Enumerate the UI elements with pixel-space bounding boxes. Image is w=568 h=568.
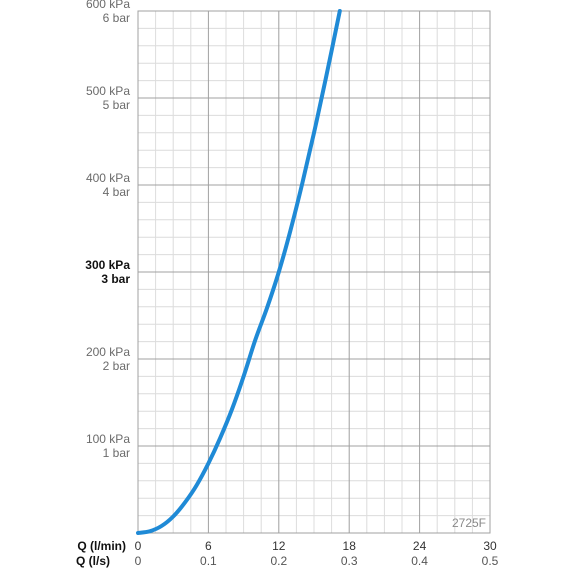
chart-code-label: 2725F xyxy=(452,516,486,530)
x-tick-label-lmin: 18 xyxy=(343,539,357,553)
y-tick-label-bar: 3 bar xyxy=(101,272,130,286)
y-tick-label-kpa: 600 kPa xyxy=(86,0,130,11)
x-tick-label-lmin: 0 xyxy=(135,539,142,553)
y-tick-label-kpa: 400 kPa xyxy=(86,171,130,185)
plot-frame xyxy=(137,10,491,534)
x-tick-label-lmin: 30 xyxy=(483,539,497,553)
x-tick-label-ls: 0.5 xyxy=(482,554,499,568)
y-tick-label-bar: 1 bar xyxy=(103,446,130,460)
y-tick-label-kpa: 300 kPa xyxy=(85,258,130,272)
x-axis-title-lmin: Q (l/min) xyxy=(77,539,126,553)
x-tick-label-ls: 0.1 xyxy=(200,554,217,568)
x-tick-label-lmin: 6 xyxy=(205,539,212,553)
x-tick-label-ls: 0 xyxy=(135,554,142,568)
y-tick-label-bar: 4 bar xyxy=(103,185,130,199)
y-tick-label-bar: 5 bar xyxy=(103,98,130,112)
x-axis-labels: 0 6 12 18 24 30 0 0.1 0.2 0.3 0.4 0.5 xyxy=(135,539,499,568)
x-tick-label-ls: 0.2 xyxy=(270,554,287,568)
x-tick-label-ls: 0.4 xyxy=(411,554,428,568)
y-tick-label-kpa: 100 kPa xyxy=(86,432,130,446)
x-tick-label-ls: 0.3 xyxy=(341,554,358,568)
series-curve xyxy=(136,9,342,535)
x-tick-label-lmin: 12 xyxy=(272,539,286,553)
y-tick-label-bar: 6 bar xyxy=(103,11,130,25)
x-tick-label-lmin: 24 xyxy=(413,539,427,553)
y-tick-label-bar: 2 bar xyxy=(103,359,130,373)
y-tick-label-kpa: 500 kPa xyxy=(86,84,130,98)
y-tick-label-kpa: 200 kPa xyxy=(86,345,130,359)
x-axis-title-ls: Q (l/s) xyxy=(76,554,110,568)
